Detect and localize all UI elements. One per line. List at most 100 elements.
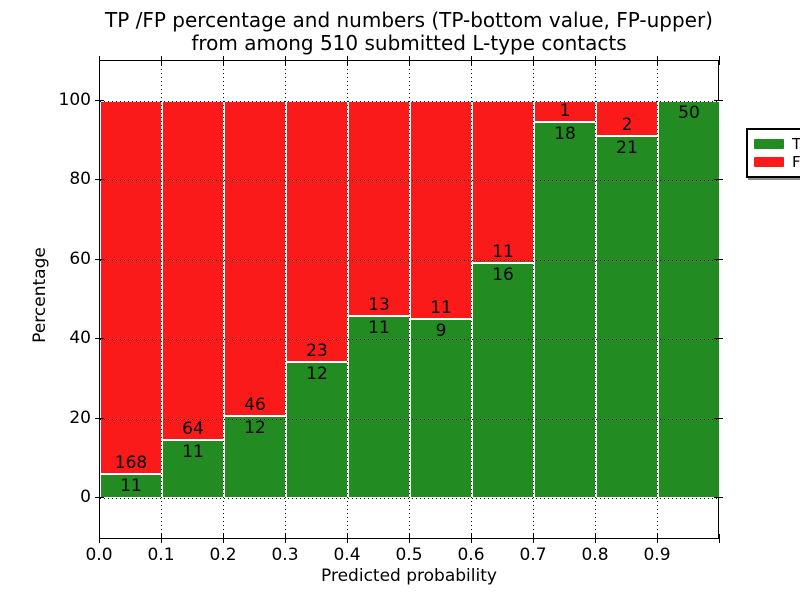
horizontal-gridline-40 xyxy=(100,339,718,341)
x-tick-label-0.1: 0.1 xyxy=(147,545,175,565)
x-tick-bottom xyxy=(285,534,286,543)
bar-segment-fp-8 xyxy=(596,101,658,136)
y-tick-left xyxy=(95,497,104,498)
y-tick-left xyxy=(95,179,104,181)
y-tick-left xyxy=(95,417,104,419)
x-tick-label-0.3: 0.3 xyxy=(271,545,299,565)
vertical-gridline-0.2 xyxy=(223,61,224,538)
x-tick-top xyxy=(161,56,162,65)
x-tick-label-0.8: 0.8 xyxy=(581,545,609,565)
x-tick-bottom xyxy=(595,534,596,543)
x-tick-top xyxy=(99,56,100,65)
tp-count-label-0: 11 xyxy=(120,475,142,496)
x-tick-bottom xyxy=(347,534,348,543)
tp-count-label-1: 11 xyxy=(182,441,204,462)
legend-item-TP: TP xyxy=(754,135,800,153)
x-axis-label: Predicted probability xyxy=(321,566,497,586)
tp-count-label-2: 12 xyxy=(244,417,266,438)
x-tick-top xyxy=(347,56,348,65)
y-tick-left xyxy=(95,100,104,101)
fp-count-label-5: 11 xyxy=(430,298,452,319)
chart-title-line1: TP /FP percentage and numbers (TP-bottom… xyxy=(105,8,713,32)
bar-segment-tp-1 xyxy=(162,439,224,498)
x-tick-top xyxy=(533,56,534,65)
x-tick-label-0.4: 0.4 xyxy=(333,545,361,565)
tp-count-label-3: 12 xyxy=(306,363,328,384)
x-tick-top xyxy=(223,56,224,65)
x-tick-top xyxy=(657,56,658,65)
fp-count-label-0: 168 xyxy=(114,452,148,473)
x-tick-top xyxy=(409,56,410,65)
y-tick-left xyxy=(95,338,104,340)
x-tick-bottom xyxy=(99,534,100,543)
legend-item-FP: FP xyxy=(754,153,800,171)
y-tick-right xyxy=(714,417,723,419)
horizontal-gridline-80 xyxy=(100,180,718,182)
bar-segment-tp-8 xyxy=(596,135,658,498)
x-tick-bottom xyxy=(223,534,224,543)
bar-segment-fp-2 xyxy=(224,101,286,416)
x-tick-bottom xyxy=(471,534,472,543)
tp-count-label-9: 50 xyxy=(678,103,700,123)
bar-segment-fp-4 xyxy=(348,101,410,317)
tp-count-label-7: 18 xyxy=(554,123,576,144)
y-tick-label-0: 0 xyxy=(80,487,91,507)
tp-count-label-5: 9 xyxy=(435,321,447,342)
legend-swatch-TP xyxy=(754,139,784,149)
x-tick-label-0.9: 0.9 xyxy=(643,545,671,565)
bar-segment-fp-6 xyxy=(472,101,534,263)
y-tick-label-100: 100 xyxy=(58,90,91,110)
bar-segment-fp-5 xyxy=(410,101,472,320)
vertical-gridline-0.9 xyxy=(657,61,658,538)
y-tick-left xyxy=(95,258,104,260)
x-tick-bottom xyxy=(161,534,162,543)
tp-count-label-4: 11 xyxy=(368,318,390,339)
tp-count-label-8: 21 xyxy=(616,137,638,158)
x-tick-label-0.5: 0.5 xyxy=(395,545,423,565)
y-tick-right xyxy=(714,258,723,260)
bar-segment-tp-2 xyxy=(224,415,286,498)
bar-segment-tp-5 xyxy=(410,319,472,498)
x-tick-bottom xyxy=(657,534,658,543)
vertical-gridline-0.1 xyxy=(161,61,162,538)
bar-segment-fp-0 xyxy=(100,101,162,474)
chart-title-line2: from among 510 submitted L-type contacts xyxy=(191,31,627,55)
legend-label-FP: FP xyxy=(792,152,800,171)
legend: TPFP xyxy=(746,128,800,178)
vertical-gridline-0.8 xyxy=(595,61,596,538)
vertical-gridline-0.3 xyxy=(285,61,286,538)
x-tick-label-0.2: 0.2 xyxy=(209,545,237,565)
vertical-gridline-0.4 xyxy=(347,61,348,538)
fp-count-label-4: 13 xyxy=(368,295,390,316)
x-tick-label-0.0: 0.0 xyxy=(85,545,113,565)
y-tick-label-80: 80 xyxy=(69,169,91,190)
chart-title: TP /FP percentage and numbers (TP-bottom… xyxy=(99,9,719,55)
x-tick-bottom xyxy=(533,534,534,543)
y-tick-right xyxy=(714,100,723,101)
fp-count-label-8: 2 xyxy=(621,114,633,135)
fp-count-label-3: 23 xyxy=(306,340,328,361)
x-tick-top xyxy=(719,56,720,65)
fp-count-label-6: 11 xyxy=(492,241,514,262)
x-tick-top xyxy=(285,56,286,65)
x-tick-label-0.7: 0.7 xyxy=(519,545,547,565)
vertical-gridline-0.6 xyxy=(471,61,472,538)
y-tick-label-20: 20 xyxy=(69,407,91,428)
fp-count-label-2: 46 xyxy=(244,394,266,415)
bar-segment-fp-1 xyxy=(162,101,224,440)
tp-count-label-6: 16 xyxy=(492,264,514,285)
bar-segment-fp-3 xyxy=(286,101,348,362)
bar-segment-tp-7 xyxy=(534,121,596,498)
y-tick-right xyxy=(714,497,723,498)
y-tick-label-40: 40 xyxy=(69,328,91,349)
legend-label-TP: TP xyxy=(792,134,800,153)
y-tick-right xyxy=(714,338,723,340)
y-tick-right xyxy=(714,179,723,181)
x-tick-bottom xyxy=(409,534,410,543)
horizontal-gridline-0 xyxy=(100,498,718,499)
bar-segment-tp-6 xyxy=(472,262,534,498)
horizontal-gridline-60 xyxy=(100,259,718,261)
bar-segment-tp-3 xyxy=(286,361,348,498)
